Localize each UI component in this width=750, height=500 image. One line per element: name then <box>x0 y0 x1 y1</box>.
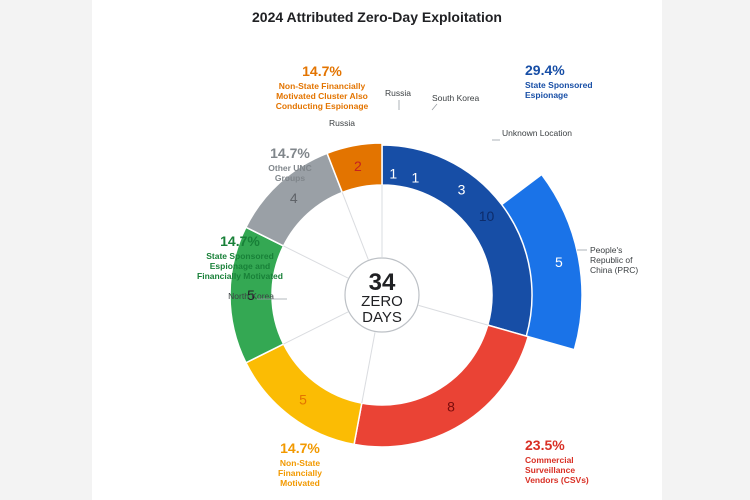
spoke-1 <box>418 304 488 326</box>
subsegment-label-0-line-3: China (PRC) <box>590 265 638 275</box>
category-percent-1: 23.5% <box>525 437 565 453</box>
subsegment-value-2: 1 <box>411 170 419 186</box>
category-name-4-line-2: Groups <box>275 173 305 183</box>
category-percent-4: 14.7% <box>270 145 310 161</box>
segment-value-0: 10 <box>479 208 495 224</box>
subsegment-label-1-line-1: Unknown Location <box>502 128 572 138</box>
center-total: 34 <box>369 269 396 296</box>
category-percent-2: 14.7% <box>280 440 320 456</box>
spoke-3 <box>283 311 349 345</box>
subsegment-value-0: 5 <box>555 254 563 270</box>
category-name-1-line-1: Commercial <box>525 455 574 465</box>
center-line-2: DAYS <box>362 309 402 326</box>
segment-value-2: 5 <box>299 392 307 408</box>
category-name-2-line-2: Financially <box>278 468 322 478</box>
category-percent-5: 14.7% <box>302 63 342 79</box>
segment-value-4: 4 <box>290 190 298 206</box>
chart-title: 2024 Attributed Zero-Day Exploitation <box>252 9 502 25</box>
subsegment-label-0-line-1: People's <box>590 245 622 255</box>
category-name-1-line-3: Vendors (CSVs) <box>525 475 589 485</box>
category-percent-3: 14.7% <box>220 233 260 249</box>
category-name-3-line-2: Espionage and <box>210 261 270 271</box>
category-name-5-line-1: Non-State Financially <box>279 81 366 91</box>
spoke-5 <box>341 192 369 260</box>
segment-value-1: 8 <box>447 398 455 414</box>
subsegment-label-3-line-1: Russia <box>385 88 411 98</box>
category-name-5-line-3: Conducting Espionage <box>276 101 369 111</box>
segment-value-5: 2 <box>354 158 362 174</box>
subsegment-label-2-line-1: South Korea <box>432 93 480 103</box>
category-name-2-line-3: Motivated <box>280 478 320 488</box>
category-name-0-line-1: State Sponsored <box>525 80 593 90</box>
category-name-1-line-2: Surveillance <box>525 465 575 475</box>
leader-line-4 <box>431 103 438 111</box>
chart-center: 34 ZERO DAYS <box>344 257 420 333</box>
spoke-4 <box>283 245 349 279</box>
category-name-3-line-1: State Sponsored <box>206 251 274 261</box>
category-name-2-line-1: Non-State <box>280 458 320 468</box>
category-percent-0: 29.4% <box>525 62 565 78</box>
subsegment-label-5-line-1: Russia <box>329 118 355 128</box>
subsegment-value-1: 3 <box>458 182 466 198</box>
category-name-5-line-2: Motivated Cluster Also <box>276 91 368 101</box>
segment-value-3: 5 <box>247 287 255 303</box>
spoke-2 <box>361 332 376 404</box>
subsegment-label-4-line-1: North Korea <box>228 291 274 301</box>
center-line-1: ZERO <box>361 293 403 310</box>
category-name-3-line-3: Financially Motivated <box>197 271 283 281</box>
subsegment-value-3: 1 <box>389 166 397 182</box>
category-name-0-line-2: Espionage <box>525 90 568 100</box>
category-name-4-line-1: Other UNC <box>268 163 311 173</box>
subsegment-label-0-line-2: Republic of <box>590 255 633 265</box>
